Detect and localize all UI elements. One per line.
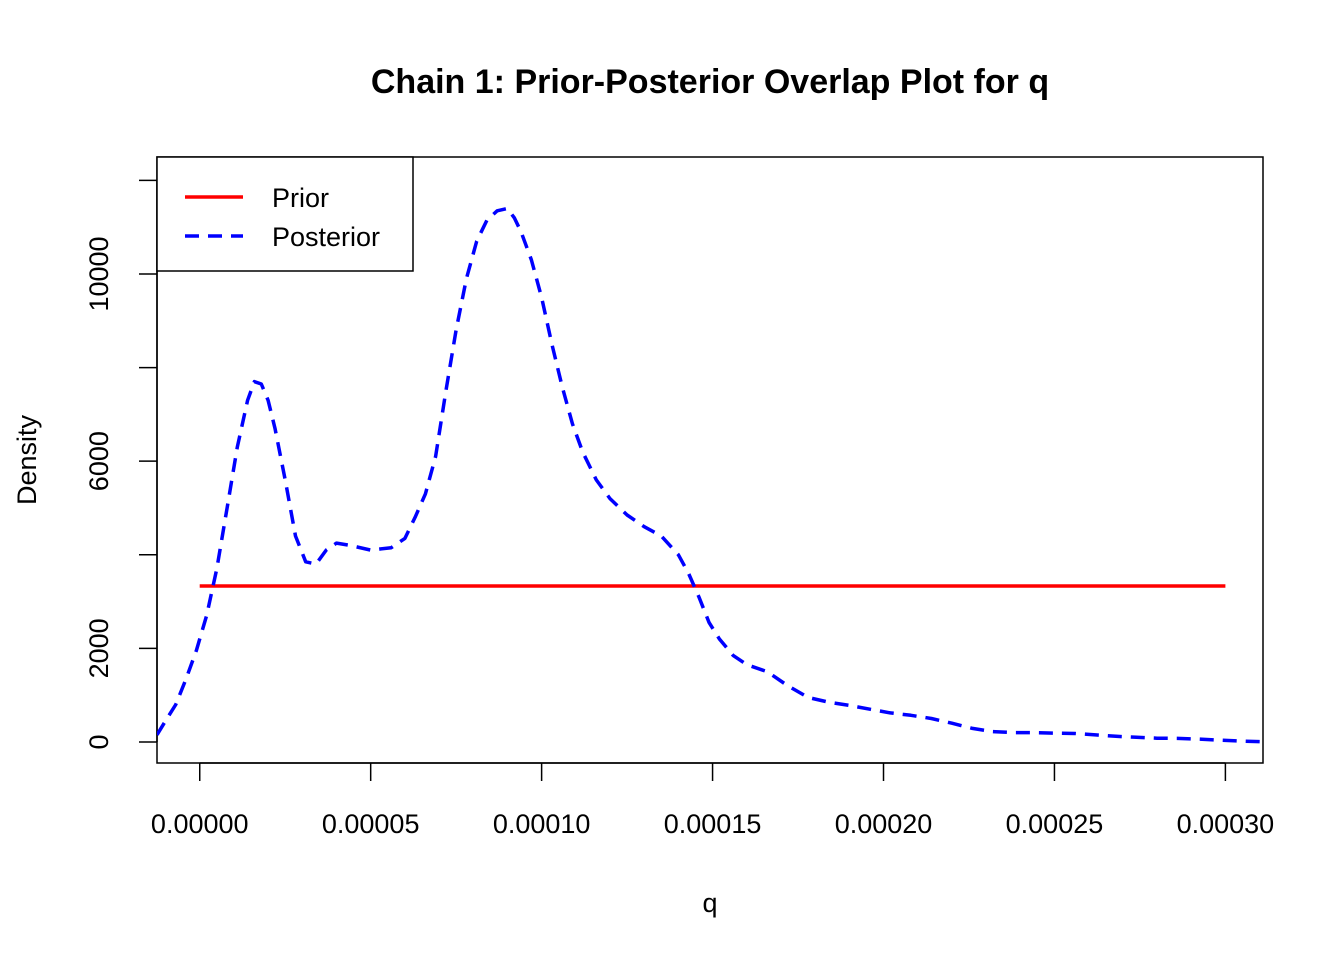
- legend-label-posterior: Posterior: [272, 222, 380, 252]
- y-tick-label: 0: [84, 734, 114, 749]
- x-tick-label: 0.00000: [151, 809, 249, 839]
- legend-box: [156, 156, 414, 272]
- x-axis: 0.00000 0.00005 0.00010 0.00015 0.00020 0.000…: [151, 762, 1275, 839]
- y-axis: 0 2000 6000 10000: [84, 179, 158, 749]
- series-posterior-line: [157, 206, 1263, 744]
- x-tick-label: 0.00020: [835, 809, 933, 839]
- y-tick-label: 6000: [84, 431, 114, 491]
- y-tick-label: 2000: [84, 618, 114, 678]
- x-tick-label: 0.00030: [1177, 809, 1275, 839]
- x-tick-label: 0.00010: [493, 809, 591, 839]
- chart-title: Chain 1: Prior-Posterior Overlap Plot fo…: [371, 63, 1049, 101]
- y-axis-label: Density: [12, 414, 42, 505]
- legend: Prior Posterior: [156, 156, 414, 272]
- y-tick-label: 10000: [84, 236, 114, 311]
- series-layer: [157, 206, 1263, 744]
- x-tick-label: 0.00015: [664, 809, 762, 839]
- x-tick-label: 0.00025: [1006, 809, 1104, 839]
- x-axis-label: q: [702, 888, 717, 918]
- x-tick-label: 0.00005: [322, 809, 420, 839]
- legend-label-prior: Prior: [272, 183, 329, 213]
